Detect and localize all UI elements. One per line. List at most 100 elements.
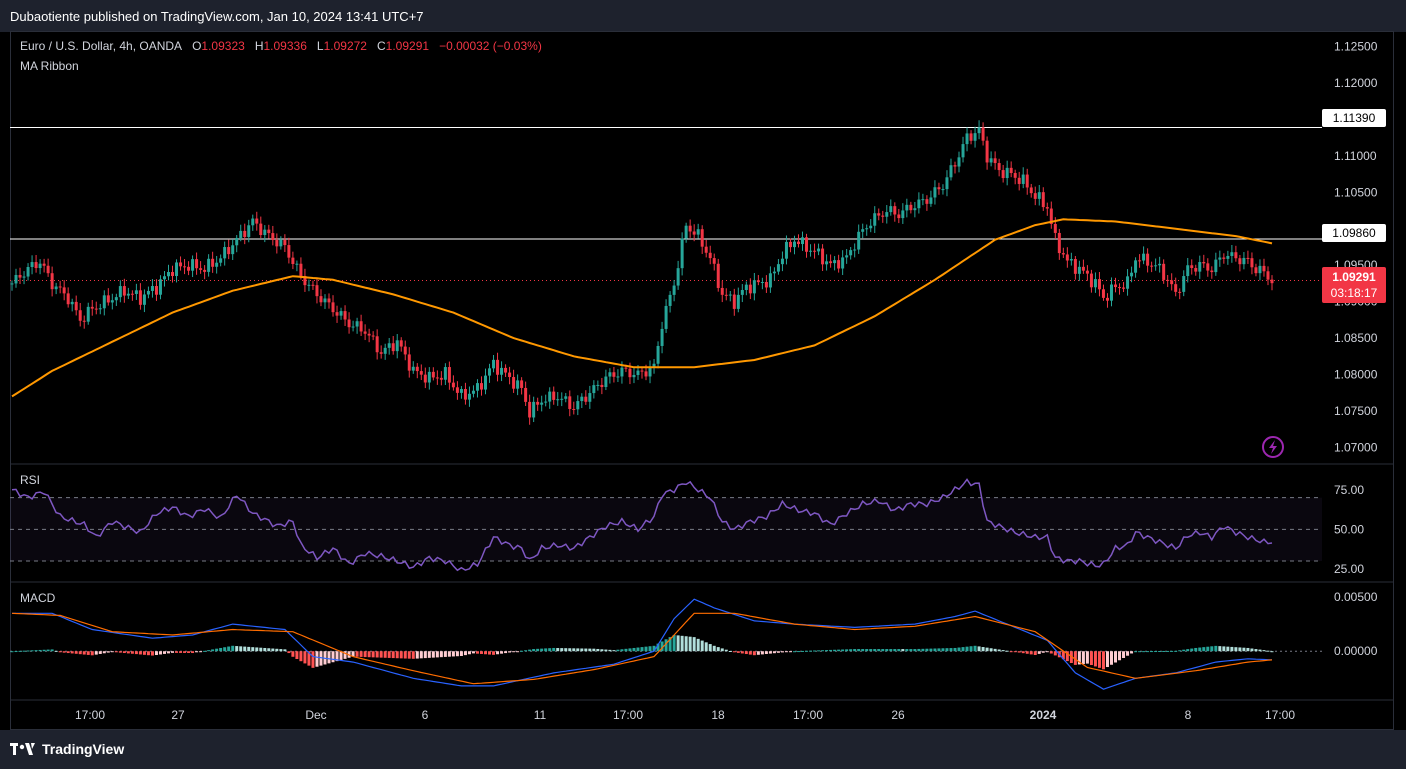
macd-label[interactable]: MACD	[20, 591, 56, 605]
candle-body	[508, 372, 512, 378]
candle-body	[929, 197, 933, 204]
macd-histogram-bar	[1045, 651, 1049, 653]
tradingview-logo[interactable]: TradingView	[10, 741, 124, 757]
macd-histogram-bar	[560, 648, 564, 652]
candle-body	[901, 210, 905, 219]
candle-body	[865, 228, 869, 230]
macd-histogram-bar	[1013, 651, 1017, 653]
macd-histogram-bar	[492, 651, 496, 655]
candle-body	[215, 262, 219, 267]
candle-body	[146, 290, 150, 295]
time-tick-label: 27	[171, 708, 185, 722]
macd-histogram-bar	[1109, 651, 1113, 665]
candle-body	[443, 367, 447, 380]
low-label: L	[316, 39, 324, 53]
macd-histogram-bar	[118, 651, 122, 653]
candle-body	[612, 372, 616, 377]
candle-body	[1174, 284, 1178, 292]
ma-ribbon-label[interactable]: MA Ribbon	[20, 59, 79, 73]
candle-body	[684, 225, 688, 239]
level-tag-mid: 1.09860	[1322, 224, 1386, 242]
candle-body	[399, 340, 403, 347]
candle-body	[347, 319, 351, 328]
candle-body	[917, 199, 921, 209]
candle-body	[235, 237, 239, 246]
candle-body	[307, 284, 311, 286]
macd-histogram-bar	[1210, 646, 1214, 652]
macd-histogram-bar	[307, 651, 311, 666]
candle-body	[211, 258, 215, 267]
candle-body	[22, 276, 26, 278]
candle-body	[10, 283, 14, 285]
candle-body	[712, 258, 716, 264]
candle-body	[106, 295, 110, 303]
bottom-bar: TradingView	[0, 730, 1406, 769]
macd-histogram-bar	[644, 646, 648, 652]
macd-histogram-bar	[150, 651, 154, 656]
macd-histogram-bar	[1101, 651, 1105, 670]
candle-body	[692, 231, 696, 235]
candle-body	[359, 321, 363, 332]
candle-body	[130, 293, 134, 295]
candle-body	[564, 396, 568, 399]
macd-histogram-bar	[973, 645, 977, 652]
candle-body	[977, 127, 981, 134]
macd-histogram-bar	[74, 651, 78, 654]
macd-histogram-bar	[1234, 647, 1238, 652]
macd-histogram-bar	[395, 651, 399, 659]
macd-histogram-bar	[532, 649, 536, 652]
candle-body	[231, 245, 235, 255]
macd-histogram-bar	[520, 650, 524, 652]
candle-body	[343, 311, 347, 320]
candle-body	[772, 271, 776, 274]
candle-body	[1162, 263, 1166, 280]
macd-histogram-bar	[14, 651, 18, 653]
rsi-tick-label: 50.00	[1334, 522, 1364, 536]
candle-body	[993, 158, 997, 164]
candle-body	[1222, 257, 1226, 259]
candle-body	[813, 250, 817, 252]
macd-histogram-bar	[383, 651, 387, 658]
macd-histogram-bar	[552, 647, 556, 652]
candle-body	[953, 165, 957, 167]
candle-body	[881, 215, 885, 217]
candle-body	[568, 396, 572, 409]
candle-body	[1017, 177, 1021, 184]
candle-body	[732, 294, 736, 309]
macd-histogram-bar	[1206, 646, 1210, 652]
time-tick-label: 26	[891, 708, 905, 722]
candle-body	[841, 257, 845, 269]
macd-histogram-bar	[784, 651, 788, 653]
lightning-icon[interactable]	[1262, 436, 1284, 458]
candle-body	[961, 144, 965, 158]
macd-histogram-bar	[1009, 651, 1013, 653]
candle-body	[1021, 174, 1025, 184]
macd-histogram-bar	[106, 651, 110, 653]
macd-histogram-bar	[484, 651, 488, 655]
macd-histogram-bar	[1174, 650, 1178, 652]
rsi-label[interactable]: RSI	[20, 473, 41, 487]
macd-histogram-bar	[660, 641, 664, 652]
candle-body	[572, 408, 576, 410]
macd-histogram-bar	[158, 651, 162, 655]
macd-histogram-bar	[1130, 651, 1134, 654]
macd-histogram-bar	[921, 648, 925, 652]
candle-body	[1154, 265, 1158, 267]
macd-histogram-bar	[1041, 651, 1045, 653]
candle-body	[1041, 192, 1045, 208]
macd-histogram-bar	[1250, 648, 1254, 652]
macd-histogram-bar	[1122, 651, 1126, 658]
candle-body	[166, 272, 170, 277]
macd-histogram-bar	[933, 648, 937, 652]
macd-histogram-bar	[913, 649, 917, 652]
macd-histogram-bar	[825, 650, 829, 652]
macd-histogram-bar	[1198, 647, 1202, 652]
macd-histogram-bar	[516, 651, 520, 653]
macd-histogram-bar	[865, 649, 869, 652]
candle-body	[150, 286, 154, 291]
candle-body	[1210, 270, 1214, 273]
candle-body	[375, 336, 379, 353]
candle-body	[471, 390, 475, 394]
macd-histogram-bar	[1089, 651, 1093, 666]
